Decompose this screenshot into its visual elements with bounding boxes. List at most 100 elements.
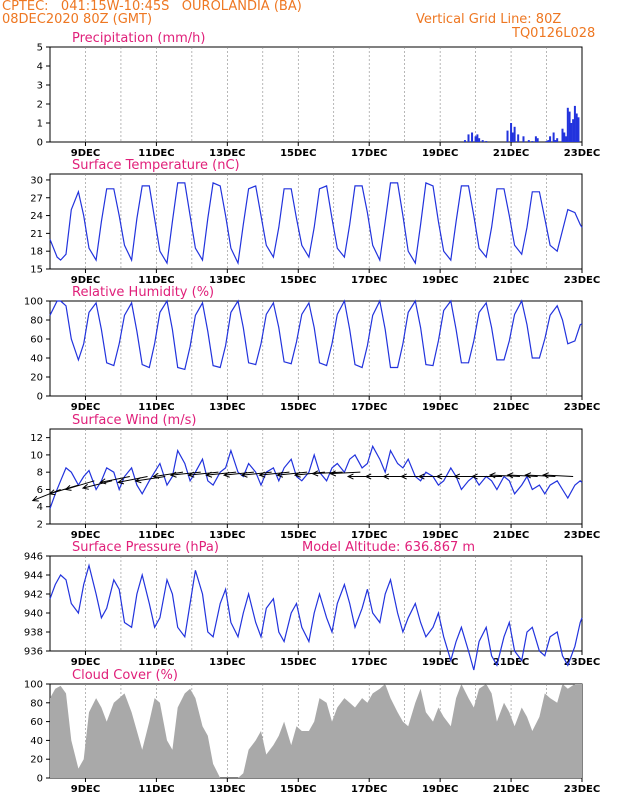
wind-vector-arrow [258, 471, 290, 478]
wind-vector-arrow [506, 472, 538, 479]
x-tick-label: 23DEC [564, 530, 600, 541]
header-date: 08DEC2020 80Z (GMT) [2, 12, 153, 27]
wind-vector-arrow [524, 472, 556, 479]
wind-vector-arrow [276, 471, 308, 478]
y-tick-label: 8 [37, 468, 43, 479]
y-tick-label: 936 [24, 647, 43, 658]
y-tick-label: 80 [30, 698, 43, 709]
precip-bar [554, 140, 557, 142]
precip-bar [552, 132, 555, 142]
wind-vector-arrow [329, 470, 361, 477]
y-tick-label: 40 [30, 354, 43, 365]
y-tick-label: 80 [30, 316, 43, 327]
precip-bar [568, 111, 571, 142]
x-tick-label: 19DEC [422, 402, 458, 413]
precip-bar [565, 136, 568, 142]
wind-vector-arrow [99, 476, 130, 485]
x-tick-label: 19DEC [422, 657, 458, 668]
panel-precipitation: 0 1 2 3 4 5 9DEC 11DEC 13DEC 15DEC 17DEC 19DEC 21DEC… [37, 31, 601, 159]
x-tick-label: 13DEC [209, 402, 245, 413]
wind-vector-arrow [152, 471, 184, 479]
wind-vector-arrow [116, 476, 148, 485]
precip-bar [481, 140, 484, 142]
y-tick-label: 5 [37, 43, 43, 54]
panel-surface-temperature: 15 18 21 24 27 30 9DEC 11DEC 13DEC 15DEC 17DEC 19DE… [30, 158, 600, 286]
precip-bar [478, 138, 481, 142]
surface-wind-line [49, 444, 583, 509]
plot-frame [49, 173, 583, 270]
precip-bar [527, 140, 530, 142]
x-tick-label: 21DEC [493, 402, 529, 413]
wind-vector-arrow [169, 471, 201, 478]
header-grid-note: Vertical Grid Line: 80Z [416, 12, 562, 27]
x-tick-label: 9DEC [71, 657, 100, 668]
x-tick-label: 15DEC [280, 657, 316, 668]
precip-bar [506, 130, 509, 142]
x-tick-label: 19DEC [422, 275, 458, 286]
precip-bar [476, 134, 479, 142]
panel-title: Cloud Cover (%) [72, 668, 178, 683]
x-tick-label: 13DEC [209, 148, 245, 159]
panel-title: Surface Pressure (hPa) [72, 540, 219, 555]
x-tick-label: 21DEC [493, 530, 529, 541]
wind-vector-arrow [311, 470, 343, 477]
precip-bar [566, 107, 569, 142]
precip-bar [570, 123, 573, 142]
x-tick-label: 23DEC [564, 784, 600, 795]
cloud-cover-area [50, 684, 582, 778]
x-tick-label: 13DEC [209, 657, 245, 668]
x-tick-label: 17DEC [351, 402, 387, 413]
precip-bar [471, 132, 474, 142]
panel-title: Surface Temperature (nC) [72, 158, 240, 173]
precip-bar [517, 134, 520, 142]
x-tick-label: 11DEC [138, 784, 174, 795]
x-tick-label: 11DEC [138, 657, 174, 668]
x-tick-label: 23DEC [564, 402, 600, 413]
x-tick-label: 21DEC [493, 148, 529, 159]
wind-vector-arrow [222, 471, 254, 478]
surface-temperature-line [49, 182, 583, 266]
y-tick-label: 12 [30, 433, 43, 444]
precip-bar [561, 128, 564, 142]
x-tick-label: 23DEC [564, 275, 600, 286]
y-tick-label: 20 [30, 373, 43, 384]
x-tick-label: 9DEC [71, 784, 100, 795]
y-tick-label: 0 [37, 392, 43, 403]
wind-vector-arrow [187, 471, 219, 478]
plot-frame [49, 46, 583, 143]
header-station: CPTEC: 041:15W-10:45S OUROLANDIA (BA) [2, 0, 302, 14]
x-tick-label: 13DEC [209, 530, 245, 541]
panel-cloud-cover: 0 20 40 60 80 100 9DEC 11DEC 13DEC 15DEC 17DEC 19DE… [24, 668, 600, 795]
precip-bar [513, 126, 516, 142]
x-tick-label: 19DEC [422, 148, 458, 159]
x-tick-label: 17DEC [351, 530, 387, 541]
x-tick-label: 21DEC [493, 784, 529, 795]
y-tick-label: 15 [30, 265, 43, 276]
x-tick-label: 11DEC [138, 402, 174, 413]
y-tick-label: 40 [30, 736, 43, 747]
y-tick-label: 21 [30, 229, 43, 240]
wind-vector-arrow [134, 476, 166, 484]
wind-vector-arrow [205, 471, 237, 478]
x-tick-label: 21DEC [493, 657, 529, 668]
x-tick-label: 9DEC [71, 275, 100, 286]
precip-bar [545, 141, 548, 142]
panel-title: Relative Humidity (%) [72, 285, 214, 300]
panel-surface-wind: 2 4 6 8 10 12 9DEC 11DEC 13DEC 15DEC 17DEC 19DEC 21D… [30, 413, 600, 541]
y-tick-label: 944 [24, 571, 43, 582]
y-tick-label: 946 [24, 552, 43, 563]
x-tick-label: 19DEC [422, 784, 458, 795]
wind-vector-arrow [64, 480, 95, 491]
precip-bar [575, 113, 578, 142]
panel-title: Surface Wind (m/s) [72, 413, 196, 428]
x-tick-label: 15DEC [280, 784, 316, 795]
y-tick-label: 6 [37, 485, 43, 496]
panel-title: Precipitation (mm/h) [72, 31, 205, 46]
precip-bar [577, 117, 580, 142]
y-tick-label: 2 [37, 520, 43, 531]
x-tick-label: 9DEC [71, 148, 100, 159]
x-tick-label: 11DEC [138, 275, 174, 286]
y-tick-label: 938 [24, 628, 43, 639]
x-tick-label: 17DEC [351, 148, 387, 159]
precip-bar [511, 132, 514, 142]
